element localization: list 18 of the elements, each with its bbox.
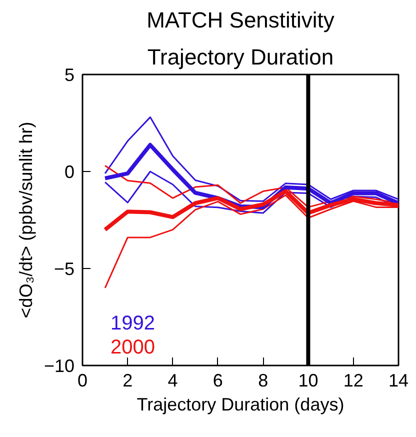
- x-tick-label: 6: [212, 370, 223, 390]
- x-tick-label: 10: [298, 370, 318, 390]
- x-tick-label: 0: [77, 370, 88, 390]
- x-axis-title: Trajectory Duration (days): [136, 394, 344, 414]
- text: 1992: [110, 312, 155, 334]
- y-tick-label: 5: [64, 65, 75, 85]
- x-tick-label: 14: [388, 370, 409, 390]
- y-tick-label: 0: [64, 162, 75, 182]
- chart-subtitle: Trajectory Duration: [147, 44, 334, 70]
- y-tick-label: −5: [54, 259, 75, 279]
- y-axis-title: <dO₃/dt> (ppbv/sunlit hr): [16, 122, 36, 318]
- chart-title: MATCH Senstitivity: [146, 8, 334, 32]
- x-tick-label: 12: [343, 370, 364, 390]
- y-tick-label: −10: [44, 356, 75, 376]
- x-tick-label: 4: [168, 370, 178, 390]
- x-tick-label: 2: [122, 370, 133, 390]
- text: 2000: [110, 336, 155, 358]
- x-tick-label: 8: [258, 370, 268, 390]
